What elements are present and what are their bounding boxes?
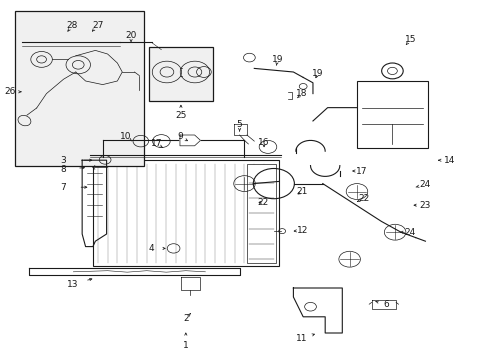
Text: 19: 19	[271, 55, 283, 64]
Text: 21: 21	[296, 187, 307, 196]
Text: 9: 9	[177, 132, 183, 141]
Text: 15: 15	[404, 35, 416, 44]
Bar	[356, 81, 427, 148]
Text: 12: 12	[296, 226, 307, 235]
Bar	[15, 11, 144, 166]
Text: 26: 26	[4, 87, 16, 96]
Bar	[149, 47, 212, 101]
Text: 24: 24	[419, 180, 430, 189]
Text: 25: 25	[175, 111, 186, 120]
Text: 3: 3	[61, 156, 66, 165]
Text: 16: 16	[258, 138, 269, 147]
Text: 13: 13	[66, 280, 78, 289]
Text: 5: 5	[236, 120, 242, 129]
Text: 4: 4	[148, 244, 154, 253]
Text: 17: 17	[355, 166, 367, 175]
Text: 11: 11	[296, 334, 307, 343]
Text: 14: 14	[443, 156, 455, 165]
Text: 6: 6	[383, 300, 388, 309]
Text: 22: 22	[358, 194, 369, 203]
Text: 18: 18	[296, 89, 307, 98]
Text: 1: 1	[183, 341, 188, 350]
Text: 20: 20	[125, 31, 137, 40]
Text: 17: 17	[150, 139, 162, 148]
Text: 28: 28	[66, 21, 78, 30]
Text: 7: 7	[61, 183, 66, 192]
Text: 27: 27	[92, 21, 103, 30]
Bar	[93, 160, 278, 266]
Text: 10: 10	[120, 132, 132, 141]
Text: 2: 2	[183, 314, 188, 323]
Text: 22: 22	[257, 198, 268, 207]
Text: 8: 8	[61, 165, 66, 174]
Bar	[246, 164, 276, 263]
Text: 23: 23	[419, 201, 430, 210]
Polygon shape	[180, 135, 200, 146]
Text: 19: 19	[311, 69, 323, 78]
Text: 24: 24	[403, 228, 415, 237]
